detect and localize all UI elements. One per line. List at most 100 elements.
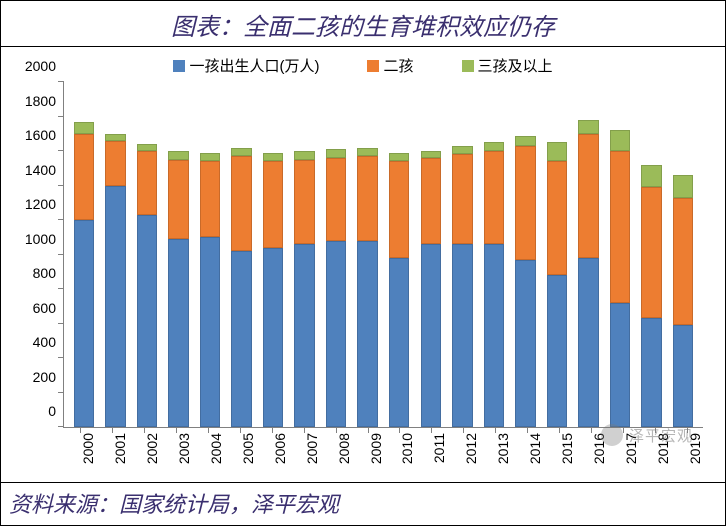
bar-segment xyxy=(200,237,221,427)
x-tick-label: 2009 xyxy=(368,433,384,464)
bar-segment xyxy=(547,142,568,161)
y-tick-label: 0 xyxy=(48,403,64,419)
bar-segment xyxy=(263,248,284,427)
watermark-text: 泽平宏观 xyxy=(629,425,693,446)
bar-segment xyxy=(452,244,473,427)
watermark: 泽平宏观 xyxy=(601,424,693,446)
y-tick-label: 1600 xyxy=(25,127,64,143)
x-tick-label: 2003 xyxy=(176,433,192,464)
bar-segment xyxy=(105,141,126,186)
bar xyxy=(389,82,410,427)
bar-segment xyxy=(326,149,347,158)
bar-segment xyxy=(673,198,694,326)
x-tick-label: 2005 xyxy=(240,433,256,464)
bar xyxy=(294,82,315,427)
y-tick-label: 600 xyxy=(33,300,64,316)
chart-title: 图表：全面二孩的生育堆积效应仍存 xyxy=(1,1,725,47)
x-tick-label: 2010 xyxy=(399,433,415,464)
bar xyxy=(452,82,473,427)
bar-segment xyxy=(137,151,158,215)
bar xyxy=(641,82,662,427)
bar-segment xyxy=(421,151,442,158)
y-tick xyxy=(58,254,64,255)
bar-segment xyxy=(484,244,505,427)
bar-segment xyxy=(74,122,95,134)
legend: 一孩出生人口(万人) 二孩 三孩及以上 xyxy=(1,47,725,78)
bar-segment xyxy=(578,134,599,258)
bar-segment xyxy=(231,251,252,427)
bar-segment xyxy=(74,220,95,427)
plot-area: 0200400600800100012001400160018002000200… xyxy=(63,82,703,428)
bar-segment xyxy=(641,318,662,427)
bar-segment xyxy=(484,151,505,244)
bar-segment xyxy=(294,244,315,427)
x-tick-label: 2015 xyxy=(559,433,575,464)
y-tick-label: 800 xyxy=(33,265,64,281)
bar-segment xyxy=(263,161,284,247)
bar-segment xyxy=(673,325,694,427)
legend-item: 一孩出生人口(万人) xyxy=(173,55,319,76)
y-tick xyxy=(58,219,64,220)
legend-item: 三孩及以上 xyxy=(462,55,553,76)
y-tick-label: 2000 xyxy=(25,58,64,74)
legend-item: 二孩 xyxy=(367,55,413,76)
bar xyxy=(515,82,536,427)
bar-segment xyxy=(673,175,694,197)
bar xyxy=(578,82,599,427)
bar-segment xyxy=(421,158,442,244)
y-tick-label: 200 xyxy=(33,369,64,385)
x-tick-label: 2014 xyxy=(527,433,543,464)
y-tick xyxy=(58,185,64,186)
bar-segment xyxy=(168,239,189,427)
legend-swatch xyxy=(367,60,379,72)
bar-segment xyxy=(357,241,378,427)
source-text: 资料来源：国家统计局，泽平宏观 xyxy=(1,482,725,525)
bar-segment xyxy=(168,151,189,160)
y-tick xyxy=(58,288,64,289)
legend-swatch xyxy=(462,60,474,72)
bars-container xyxy=(64,82,703,427)
bar-segment xyxy=(421,244,442,427)
bar-segment xyxy=(484,142,505,151)
legend-label: 二孩 xyxy=(383,55,413,76)
x-tick-label: 2012 xyxy=(463,433,479,464)
y-tick xyxy=(58,81,64,82)
bar xyxy=(137,82,158,427)
bar-segment xyxy=(578,258,599,427)
bar xyxy=(168,82,189,427)
bar-segment xyxy=(231,156,252,251)
bar-segment xyxy=(547,161,568,275)
bar-segment xyxy=(389,153,410,162)
x-tick-label: 2008 xyxy=(336,433,352,464)
bar-segment xyxy=(168,160,189,239)
y-tick xyxy=(58,426,64,427)
bar-segment xyxy=(452,154,473,244)
legend-label: 一孩出生人口(万人) xyxy=(189,55,319,76)
legend-label: 三孩及以上 xyxy=(478,55,553,76)
bar-segment xyxy=(515,146,536,260)
bar-segment xyxy=(515,260,536,427)
bar-segment xyxy=(200,161,221,237)
y-tick-label: 1800 xyxy=(25,93,64,109)
bar xyxy=(263,82,284,427)
bar xyxy=(484,82,505,427)
bar-segment xyxy=(357,156,378,241)
bar-segment xyxy=(231,148,252,157)
bar-segment xyxy=(326,241,347,427)
bar-segment xyxy=(610,130,631,151)
bar-segment xyxy=(610,151,631,303)
bar-segment xyxy=(389,161,410,258)
bar-segment xyxy=(610,303,631,427)
bar-segment xyxy=(294,151,315,160)
bar-segment xyxy=(105,186,126,428)
y-tick xyxy=(58,150,64,151)
legend-swatch xyxy=(173,60,185,72)
bar-segment xyxy=(641,165,662,187)
bar-segment xyxy=(389,258,410,427)
x-tick-label: 2004 xyxy=(208,433,224,464)
y-tick xyxy=(58,323,64,324)
bar-segment xyxy=(578,120,599,134)
bar xyxy=(673,82,694,427)
bar xyxy=(421,82,442,427)
watermark-icon xyxy=(601,424,623,446)
